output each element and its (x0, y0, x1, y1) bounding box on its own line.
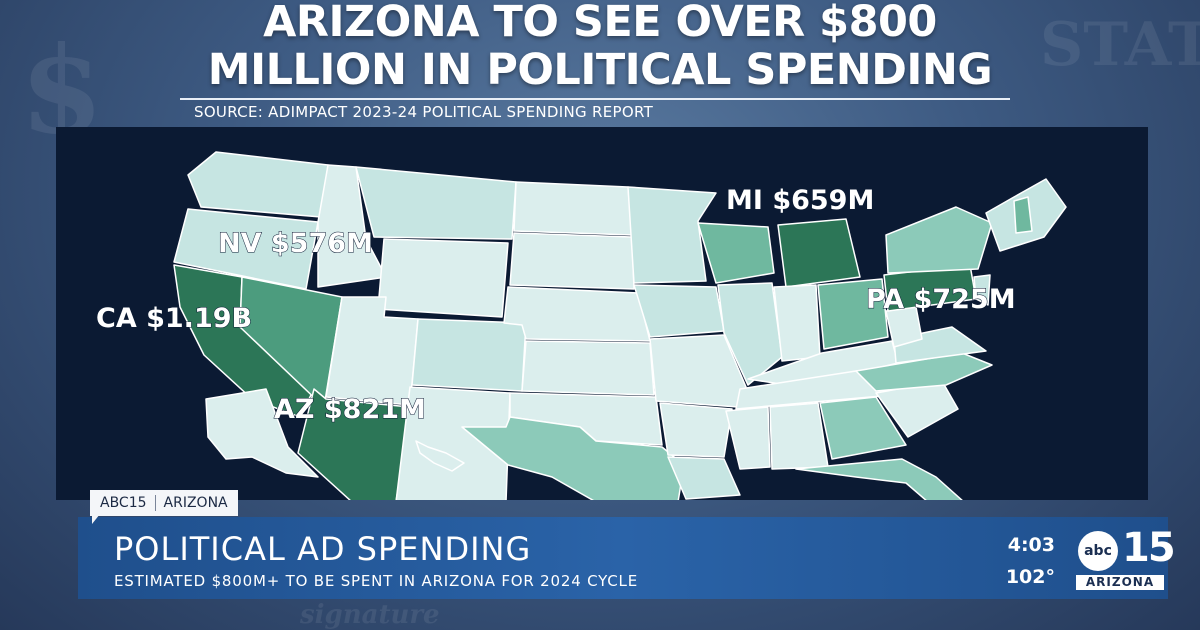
state-or (173, 208, 319, 290)
state-al (769, 402, 829, 470)
state-nd (513, 181, 633, 236)
abc-logo-icon: abc (1078, 531, 1118, 571)
time-display: 4:03 (1007, 534, 1055, 556)
map-panel: NV $576M CA $1.19B AZ $821M MI $659M PA … (56, 127, 1148, 500)
state-ut (325, 296, 419, 406)
state-wa (187, 151, 329, 218)
station-tag: ABC15 ARIZONA (90, 490, 238, 516)
state-co (411, 318, 527, 392)
label-az: AZ $821M (274, 394, 426, 425)
source-caption: SOURCE: ADIMPACT 2023-24 POLITICAL SPEND… (194, 103, 654, 121)
state-ar (659, 402, 733, 458)
label-pa: PA $725M (866, 284, 1016, 315)
label-mi: MI $659M (726, 185, 874, 216)
label-nv: NV $576M (218, 228, 373, 259)
state-mt (355, 166, 517, 240)
state-nm (395, 386, 511, 500)
us-map: NV $576M CA $1.19B AZ $821M MI $659M PA … (96, 151, 1067, 500)
station-region: ARIZONA (163, 495, 228, 511)
title-line-2: MILLION IN POLITICAL SPENDING (207, 45, 993, 95)
temperature-display: 102° (1005, 566, 1055, 588)
state-la (667, 456, 741, 500)
state-ia (633, 284, 725, 338)
state-oh (817, 278, 889, 350)
state-ks (521, 340, 655, 396)
state-in (773, 284, 821, 362)
state-fl (795, 458, 963, 500)
page-title: ARIZONA TO SEE OVER $800 MILLION IN POLI… (0, 0, 1200, 94)
state-wi (697, 222, 775, 284)
state-ne (503, 286, 651, 342)
ticker-subline: ESTIMATED $800M+ TO BE SPENT IN ARIZONA … (114, 572, 638, 590)
state-ms (725, 406, 771, 470)
state-nh (1013, 196, 1033, 234)
tag-separator (154, 495, 156, 511)
lower-third-banner (78, 517, 1168, 599)
title-line-1: ARIZONA TO SEE OVER $800 (263, 0, 937, 47)
state-il (717, 282, 783, 386)
state-mi (777, 218, 861, 288)
abc15-logo: abc 15 ARIZONA (1076, 525, 1176, 591)
state-hi (415, 440, 465, 472)
logo-channel: 15 (1122, 525, 1176, 571)
title-divider (180, 98, 1010, 100)
state-ga (819, 396, 907, 460)
state-tx (461, 416, 685, 500)
state-sd (509, 232, 635, 290)
state-nj (973, 274, 991, 306)
ticker-headline: POLITICAL AD SPENDING (114, 530, 532, 568)
station-name: ABC15 (100, 495, 147, 511)
label-ca: CA $1.19B (96, 303, 252, 334)
state-mn (627, 186, 717, 284)
state-ny (885, 206, 993, 274)
state-wy (377, 238, 509, 318)
logo-state: ARIZONA (1076, 575, 1164, 590)
tag-pointer (92, 514, 100, 524)
state-ak (205, 388, 319, 478)
